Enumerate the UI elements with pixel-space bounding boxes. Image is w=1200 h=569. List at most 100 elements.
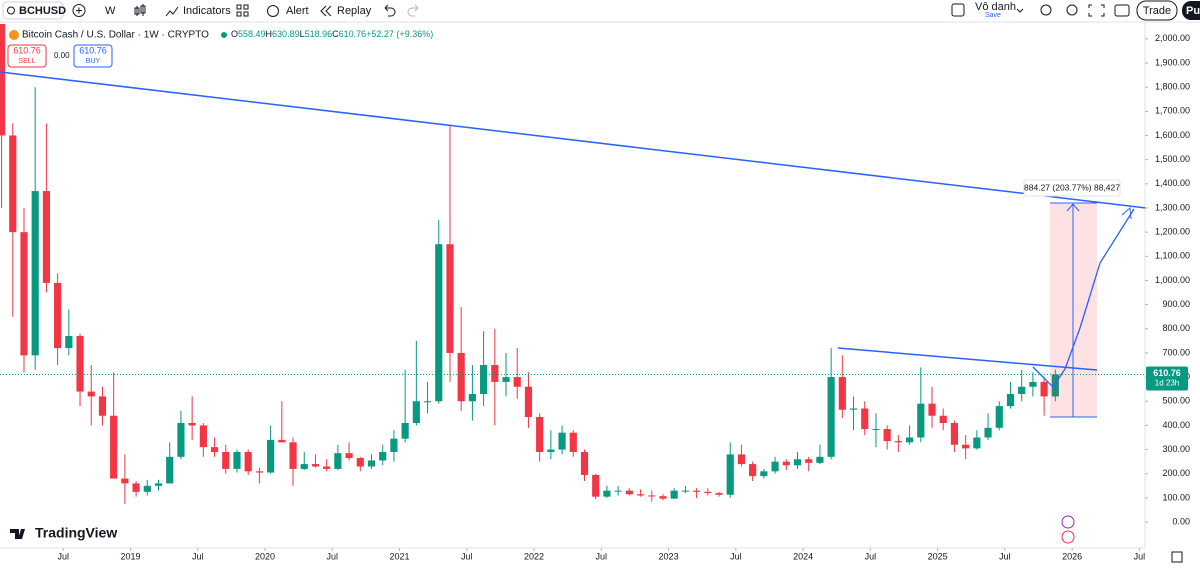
candle-body xyxy=(177,422,185,457)
indicators-icon xyxy=(165,6,179,17)
candle-body xyxy=(502,377,510,382)
redo-button[interactable] xyxy=(407,4,419,17)
x-tick-label: 2023 xyxy=(659,551,679,561)
undo-button[interactable] xyxy=(384,4,396,17)
x-tick-label: 2026 xyxy=(1062,551,1082,561)
alert-button[interactable]: Alert xyxy=(286,5,309,17)
candle-body xyxy=(558,432,566,450)
settings-button[interactable] xyxy=(1066,4,1078,16)
x-tick-label: Jul xyxy=(730,551,742,561)
candle-body xyxy=(1040,381,1048,397)
candle-body xyxy=(894,441,902,443)
candle-body xyxy=(984,427,992,438)
layout-menu[interactable] xyxy=(1016,8,1024,13)
symbol-box[interactable] xyxy=(2,1,64,20)
candle-body xyxy=(1006,394,1015,407)
sell-price[interactable]: 610.76 xyxy=(13,45,41,55)
candle-body xyxy=(906,437,914,443)
x-tick-label: Jul xyxy=(192,551,204,561)
candle-body xyxy=(838,377,846,410)
y-tick-label: 100.00 xyxy=(1162,492,1190,502)
y-tick-label: 0.00 xyxy=(1172,516,1190,526)
y-tick-label: 2,000.00 xyxy=(1155,33,1190,43)
templates-button[interactable] xyxy=(236,4,249,17)
candle-body xyxy=(939,415,947,423)
event-marker[interactable] xyxy=(1061,530,1075,544)
y-tick-label: 1,200.00 xyxy=(1155,227,1190,237)
candle-body xyxy=(928,403,936,416)
candle-body xyxy=(536,416,544,452)
x-tick-label: 2024 xyxy=(793,551,813,561)
y-tick-label: 300.00 xyxy=(1162,444,1190,454)
event-marker[interactable] xyxy=(1061,515,1075,529)
y-tick-label: 400.00 xyxy=(1162,420,1190,430)
drawings xyxy=(0,71,1145,418)
x-tick-label: Jul xyxy=(327,551,339,561)
axis-settings[interactable] xyxy=(1171,551,1183,563)
publish-button-box[interactable] xyxy=(1182,1,1200,20)
candle-body xyxy=(782,461,790,466)
candle-body xyxy=(625,490,633,495)
brand-logo xyxy=(10,529,25,539)
candle-body xyxy=(76,336,84,392)
x-tick-label: Jul xyxy=(461,551,473,561)
candle-body xyxy=(715,493,723,495)
candle-body xyxy=(771,461,779,472)
candle-body xyxy=(693,490,701,492)
candles xyxy=(0,24,1059,504)
compare-button[interactable] xyxy=(72,4,86,17)
plus-icon xyxy=(76,7,82,14)
y-tick-label: 1,100.00 xyxy=(1155,251,1190,261)
candle-body xyxy=(390,438,398,452)
candle-body xyxy=(110,415,118,479)
candle-body xyxy=(603,490,611,497)
y-tick-label: 1,600.00 xyxy=(1155,130,1190,140)
candle-body xyxy=(311,464,320,467)
candle-body xyxy=(524,386,533,417)
candle-body xyxy=(749,464,757,477)
measure-label-box xyxy=(1023,179,1121,197)
ohlc-label: C xyxy=(332,29,339,39)
layout-icon[interactable] xyxy=(951,3,965,17)
interval[interactable]: W xyxy=(105,5,116,17)
publish-button[interactable]: Pu xyxy=(1186,5,1200,17)
fullscreen-button[interactable] xyxy=(1088,4,1105,17)
buy-button[interactable] xyxy=(73,44,113,68)
sell-button[interactable] xyxy=(7,44,47,68)
snapshot-button[interactable] xyxy=(1114,4,1130,17)
candle-body xyxy=(121,478,129,484)
indicators-button[interactable]: Indicators xyxy=(183,5,231,17)
y-tick-label: 1,500.00 xyxy=(1155,154,1190,164)
x-tick-label: 2025 xyxy=(928,551,948,561)
alert-icon xyxy=(267,5,279,17)
y-tick-label: 700.00 xyxy=(1162,347,1190,357)
chart-type-button[interactable] xyxy=(134,4,146,16)
replay-button[interactable]: Replay xyxy=(337,5,372,17)
candle-body xyxy=(323,466,331,469)
buy-label[interactable]: BUY xyxy=(86,58,101,65)
ohlc-change: +52.27 (+9.36%) xyxy=(366,29,433,39)
buy-price[interactable]: 610.76 xyxy=(79,45,107,55)
y-tick-label: 900.00 xyxy=(1162,299,1190,309)
ohlc-value: 518.96 xyxy=(305,29,333,39)
candle-body xyxy=(760,471,768,477)
sell-label[interactable]: SELL xyxy=(18,58,35,65)
symbol[interactable]: BCHUSD xyxy=(19,5,66,17)
save-label[interactable]: Save xyxy=(985,12,1001,19)
candle-body xyxy=(659,496,667,499)
candle-body xyxy=(367,460,376,467)
trade-button[interactable]: Trade xyxy=(1143,5,1171,17)
candle-body xyxy=(670,490,678,499)
candle-body xyxy=(648,495,656,497)
layout-name[interactable]: Vô danh xyxy=(975,1,1016,13)
candle-body xyxy=(345,453,353,459)
candle-body xyxy=(255,471,263,473)
last-price-label: 610.76 xyxy=(1153,368,1181,378)
x-tick-label: Jul xyxy=(596,551,608,561)
quick-search[interactable] xyxy=(1040,4,1052,16)
spread: 0.00 xyxy=(54,51,70,60)
trade-button-box[interactable] xyxy=(1136,0,1178,21)
candle-body xyxy=(681,490,689,492)
candle-body xyxy=(480,365,488,395)
candle-body xyxy=(98,396,107,416)
